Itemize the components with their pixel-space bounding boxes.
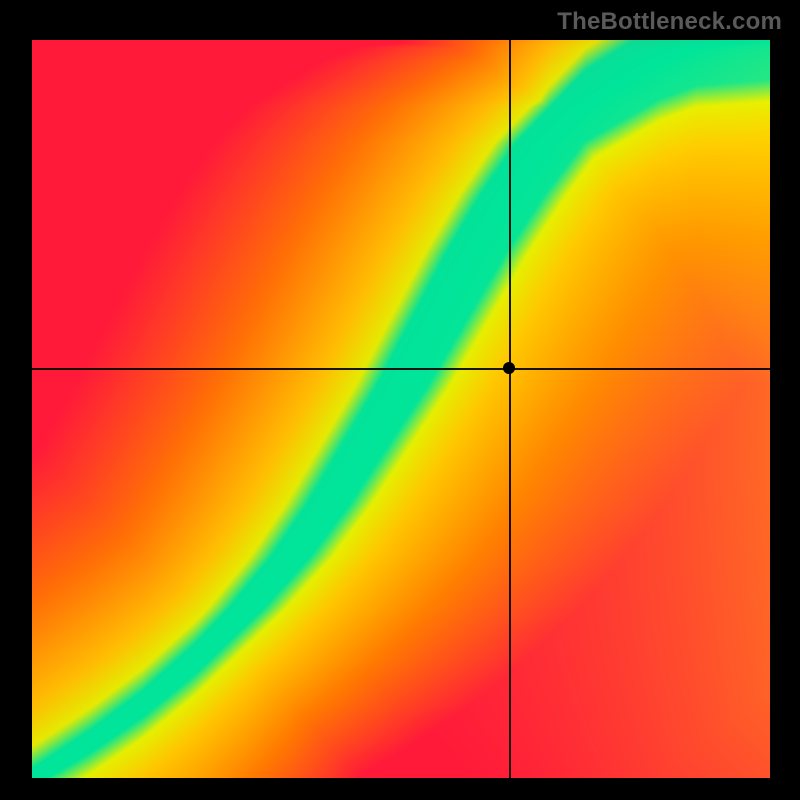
chart-container: TheBottleneck.com — [0, 0, 800, 800]
heatmap-plot — [32, 40, 770, 778]
marker-dot — [503, 362, 515, 374]
crosshair-vertical — [509, 40, 511, 778]
crosshair-horizontal — [32, 368, 770, 370]
heatmap-canvas — [32, 40, 770, 778]
watermark-text: TheBottleneck.com — [557, 8, 782, 36]
